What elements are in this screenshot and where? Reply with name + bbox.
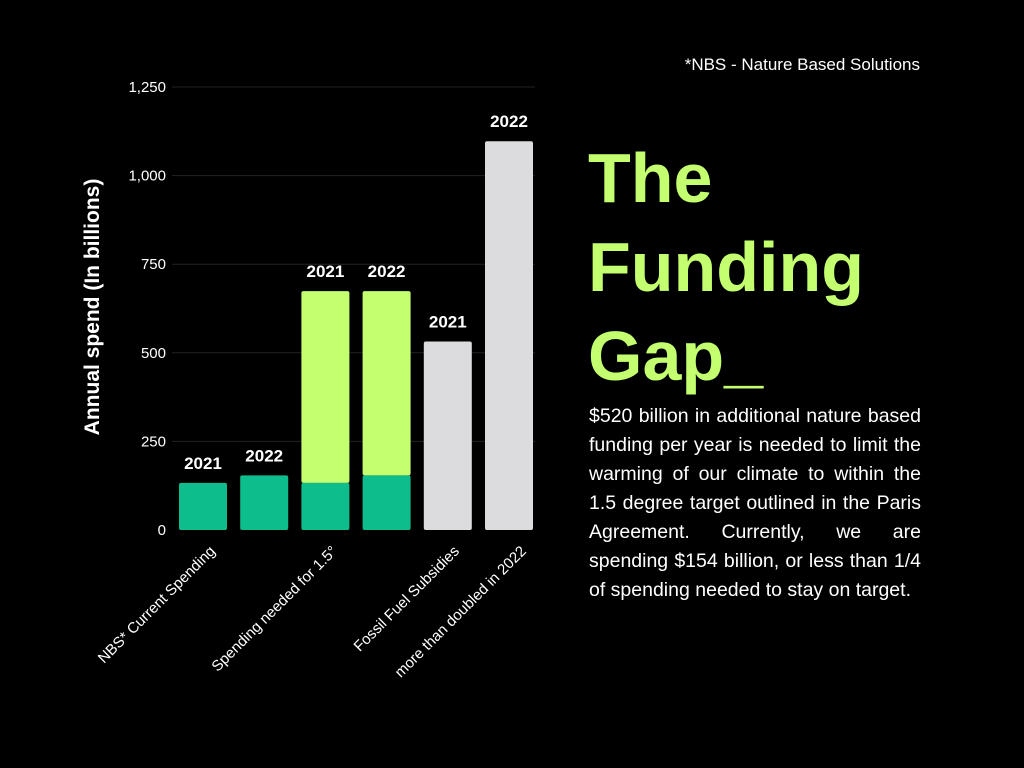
title-line: Gap_ [588,317,764,395]
title-line: Funding [588,228,865,306]
y-tick-label: 250 [141,433,166,450]
bar-year-label: 2022 [245,446,283,465]
bar-segment [301,291,350,483]
bar-year-label: 2022 [490,112,528,131]
funding-chart: 0 250 500 750 1,000 1,250 Annual spend (In bil… [81,79,535,681]
bar-segment [362,291,411,476]
bar-year-label: 2021 [184,454,222,473]
bar-segment [240,475,289,530]
title-line: The [588,139,713,217]
y-tick-label: 750 [141,256,166,273]
y-tick-label: 500 [141,345,166,362]
y-axis-label: Annual spend (In billions) [81,179,104,436]
bar-year-label: 2021 [306,262,344,281]
bar-segment [485,141,533,530]
bar-segment [423,341,472,530]
x-category-label: Spending needed for 1.5° [208,543,340,675]
bar-year-label: 2021 [429,312,467,331]
bar-segment [179,482,227,530]
bar-segment [301,482,350,530]
x-category-label: more than doubled in 2022 [392,543,530,681]
footnote: *NBS - Nature Based Solutions [684,55,920,74]
page-title: The Funding Gap_ [588,134,928,401]
x-category-label: NBS* Current Spending [95,543,219,667]
bar-segment [362,475,411,530]
description-text: $520 billion in additional nature based … [589,405,921,601]
y-tick-label: 1,250 [128,79,166,96]
y-tick-label: 1,000 [128,168,166,185]
bar-year-label: 2022 [368,262,406,281]
y-tick-label: 0 [158,522,166,539]
